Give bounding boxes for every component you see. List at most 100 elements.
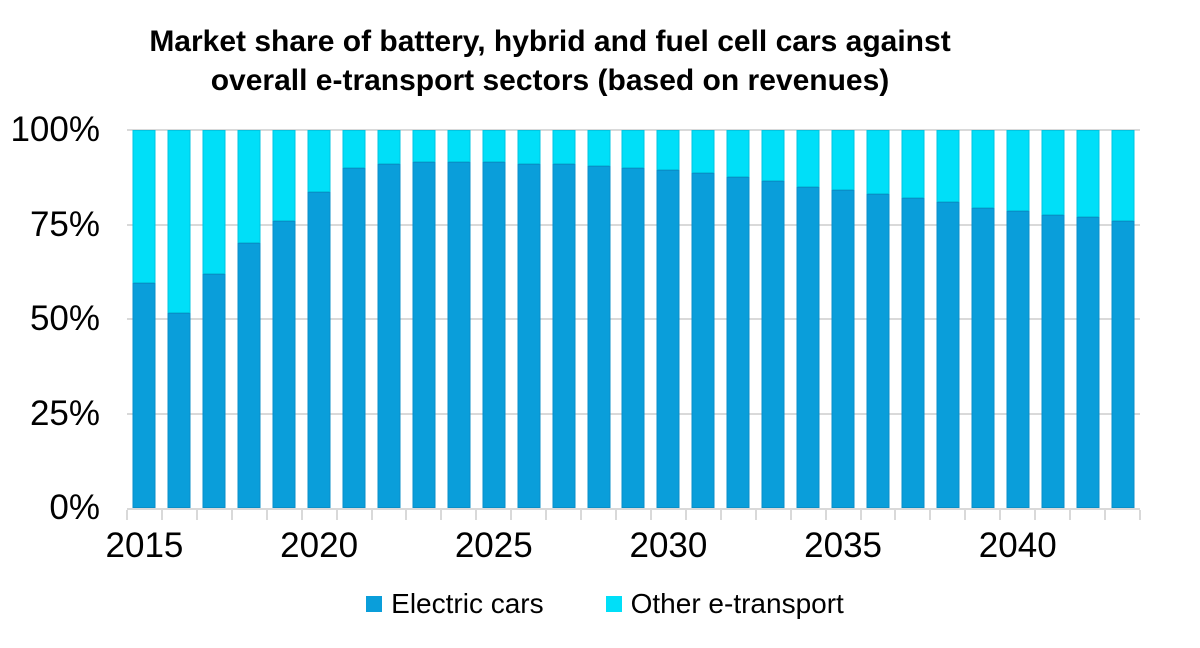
- bar-2040-electric-cars: [1006, 211, 1030, 508]
- bar-2038-other-e-transport: [936, 130, 960, 202]
- bar-2036-other-e-transport: [866, 130, 890, 195]
- bar-2035-electric-cars: [831, 190, 855, 508]
- y-axis-label-0pct: 0%: [49, 488, 100, 527]
- bar-2015: [127, 130, 162, 508]
- bar-2026-other-e-transport: [517, 130, 541, 165]
- y-axis-label-75pct: 75%: [29, 204, 100, 244]
- x-axis-tick: [789, 510, 792, 520]
- bar-2040-other-e-transport: [1006, 130, 1030, 212]
- x-axis-tick: [195, 510, 198, 520]
- x-axis-tick: [719, 510, 722, 520]
- bar-2018: [232, 130, 267, 508]
- bar-2024-electric-cars: [447, 162, 471, 508]
- bar-2035-other-e-transport: [831, 130, 855, 191]
- legend-label-electric-cars: Electric cars: [391, 588, 544, 619]
- bar-2042: [1070, 130, 1105, 508]
- bar-2038: [930, 130, 965, 508]
- bar-2029-other-e-transport: [621, 130, 645, 168]
- chart-title: Market share of battery, hybrid and fuel…: [0, 22, 1100, 100]
- y-axis-label-25pct: 25%: [29, 393, 100, 433]
- bar-2031-other-e-transport: [691, 130, 715, 174]
- x-axis-tick: [126, 510, 128, 520]
- bar-2037-other-e-transport: [901, 130, 925, 199]
- bar-2027-electric-cars: [552, 164, 576, 508]
- bar-2029: [616, 130, 651, 508]
- bar-2037-electric-cars: [901, 198, 925, 508]
- bar-2034-other-e-transport: [796, 130, 820, 187]
- legend-item-electric-cars: Electric cars: [366, 588, 544, 620]
- bar-2015-electric-cars: [132, 283, 156, 508]
- bar-2030-electric-cars: [656, 169, 680, 508]
- plot-area: [127, 129, 1140, 510]
- bar-2027-other-e-transport: [552, 130, 576, 165]
- gridline-100pct: [127, 129, 1140, 131]
- x-axis-tick: [929, 510, 932, 520]
- x-axis-tick: [649, 510, 652, 520]
- bar-2033: [756, 130, 791, 508]
- bar-2020-other-e-transport: [307, 130, 331, 193]
- bar-2043: [1105, 130, 1140, 508]
- bar-2043-electric-cars: [1111, 220, 1135, 508]
- x-axis-tick: [1069, 510, 1072, 520]
- bar-2031-electric-cars: [691, 173, 715, 508]
- bar-2023: [406, 130, 441, 508]
- bar-2042-other-e-transport: [1076, 130, 1100, 217]
- bar-2038-electric-cars: [936, 201, 960, 508]
- bar-2035: [826, 130, 861, 508]
- bar-2028-other-e-transport: [587, 130, 611, 166]
- legend-label-other-e-transport: Other e-transport: [630, 588, 844, 619]
- bar-2033-other-e-transport: [761, 130, 785, 182]
- bar-2028: [581, 130, 616, 508]
- bar-2019-electric-cars: [272, 220, 296, 508]
- bar-2020-electric-cars: [307, 192, 331, 508]
- bar-2041-other-e-transport: [1041, 130, 1065, 216]
- bar-2034: [791, 130, 826, 508]
- x-axis-tick: [370, 510, 373, 520]
- legend-swatch-electric-cars: [366, 596, 383, 612]
- bar-2030: [651, 130, 686, 508]
- x-axis-label-2015: 2015: [105, 526, 184, 565]
- bar-2026-electric-cars: [517, 164, 541, 508]
- bar-2021: [337, 130, 372, 508]
- chart-title-line2: overall e-transport sectors (based on re…: [210, 64, 890, 97]
- bar-2034-electric-cars: [796, 186, 820, 508]
- bar-2033-electric-cars: [761, 181, 785, 508]
- bar-2025: [476, 130, 511, 508]
- bar-2025-other-e-transport: [482, 130, 506, 163]
- bar-2032-other-e-transport: [726, 130, 750, 178]
- bar-2032: [721, 130, 756, 508]
- x-axis-tick: [230, 510, 233, 520]
- x-axis-tick: [859, 510, 862, 520]
- x-axis-tick: [964, 510, 967, 520]
- bar-2032-electric-cars: [726, 177, 750, 508]
- x-axis-tick: [265, 510, 268, 520]
- bar-2037: [895, 130, 930, 508]
- bar-2036-electric-cars: [866, 194, 890, 508]
- x-axis-label-2035: 2035: [804, 526, 883, 565]
- bar-2016-electric-cars: [167, 313, 191, 508]
- bar-2020: [302, 130, 337, 508]
- legend-swatch-other-e-transport: [605, 596, 622, 612]
- bar-2040: [1000, 130, 1035, 508]
- x-axis-tick: [684, 510, 687, 520]
- bar-2017: [197, 130, 232, 508]
- bar-2025-electric-cars: [482, 162, 506, 508]
- bar-2022-other-e-transport: [377, 130, 401, 165]
- bar-2039-other-e-transport: [971, 130, 995, 208]
- bar-2017-electric-cars: [202, 273, 226, 508]
- bar-2018-electric-cars: [237, 243, 261, 508]
- x-axis-label-2025: 2025: [454, 526, 533, 565]
- bar-2017-other-e-transport: [202, 130, 226, 274]
- x-axis-tick: [615, 510, 618, 520]
- x-axis-tick: [440, 510, 443, 520]
- bar-2021-electric-cars: [342, 167, 366, 508]
- bar-2023-other-e-transport: [412, 130, 436, 163]
- bar-2028-electric-cars: [587, 165, 611, 508]
- x-axis-tick: [824, 510, 827, 520]
- bar-2015-other-e-transport: [132, 130, 156, 284]
- bar-2041-electric-cars: [1041, 215, 1065, 508]
- x-axis-tick: [475, 510, 478, 520]
- x-axis-tick: [894, 510, 897, 520]
- bar-2042-electric-cars: [1076, 216, 1100, 508]
- bar-2029-electric-cars: [621, 167, 645, 508]
